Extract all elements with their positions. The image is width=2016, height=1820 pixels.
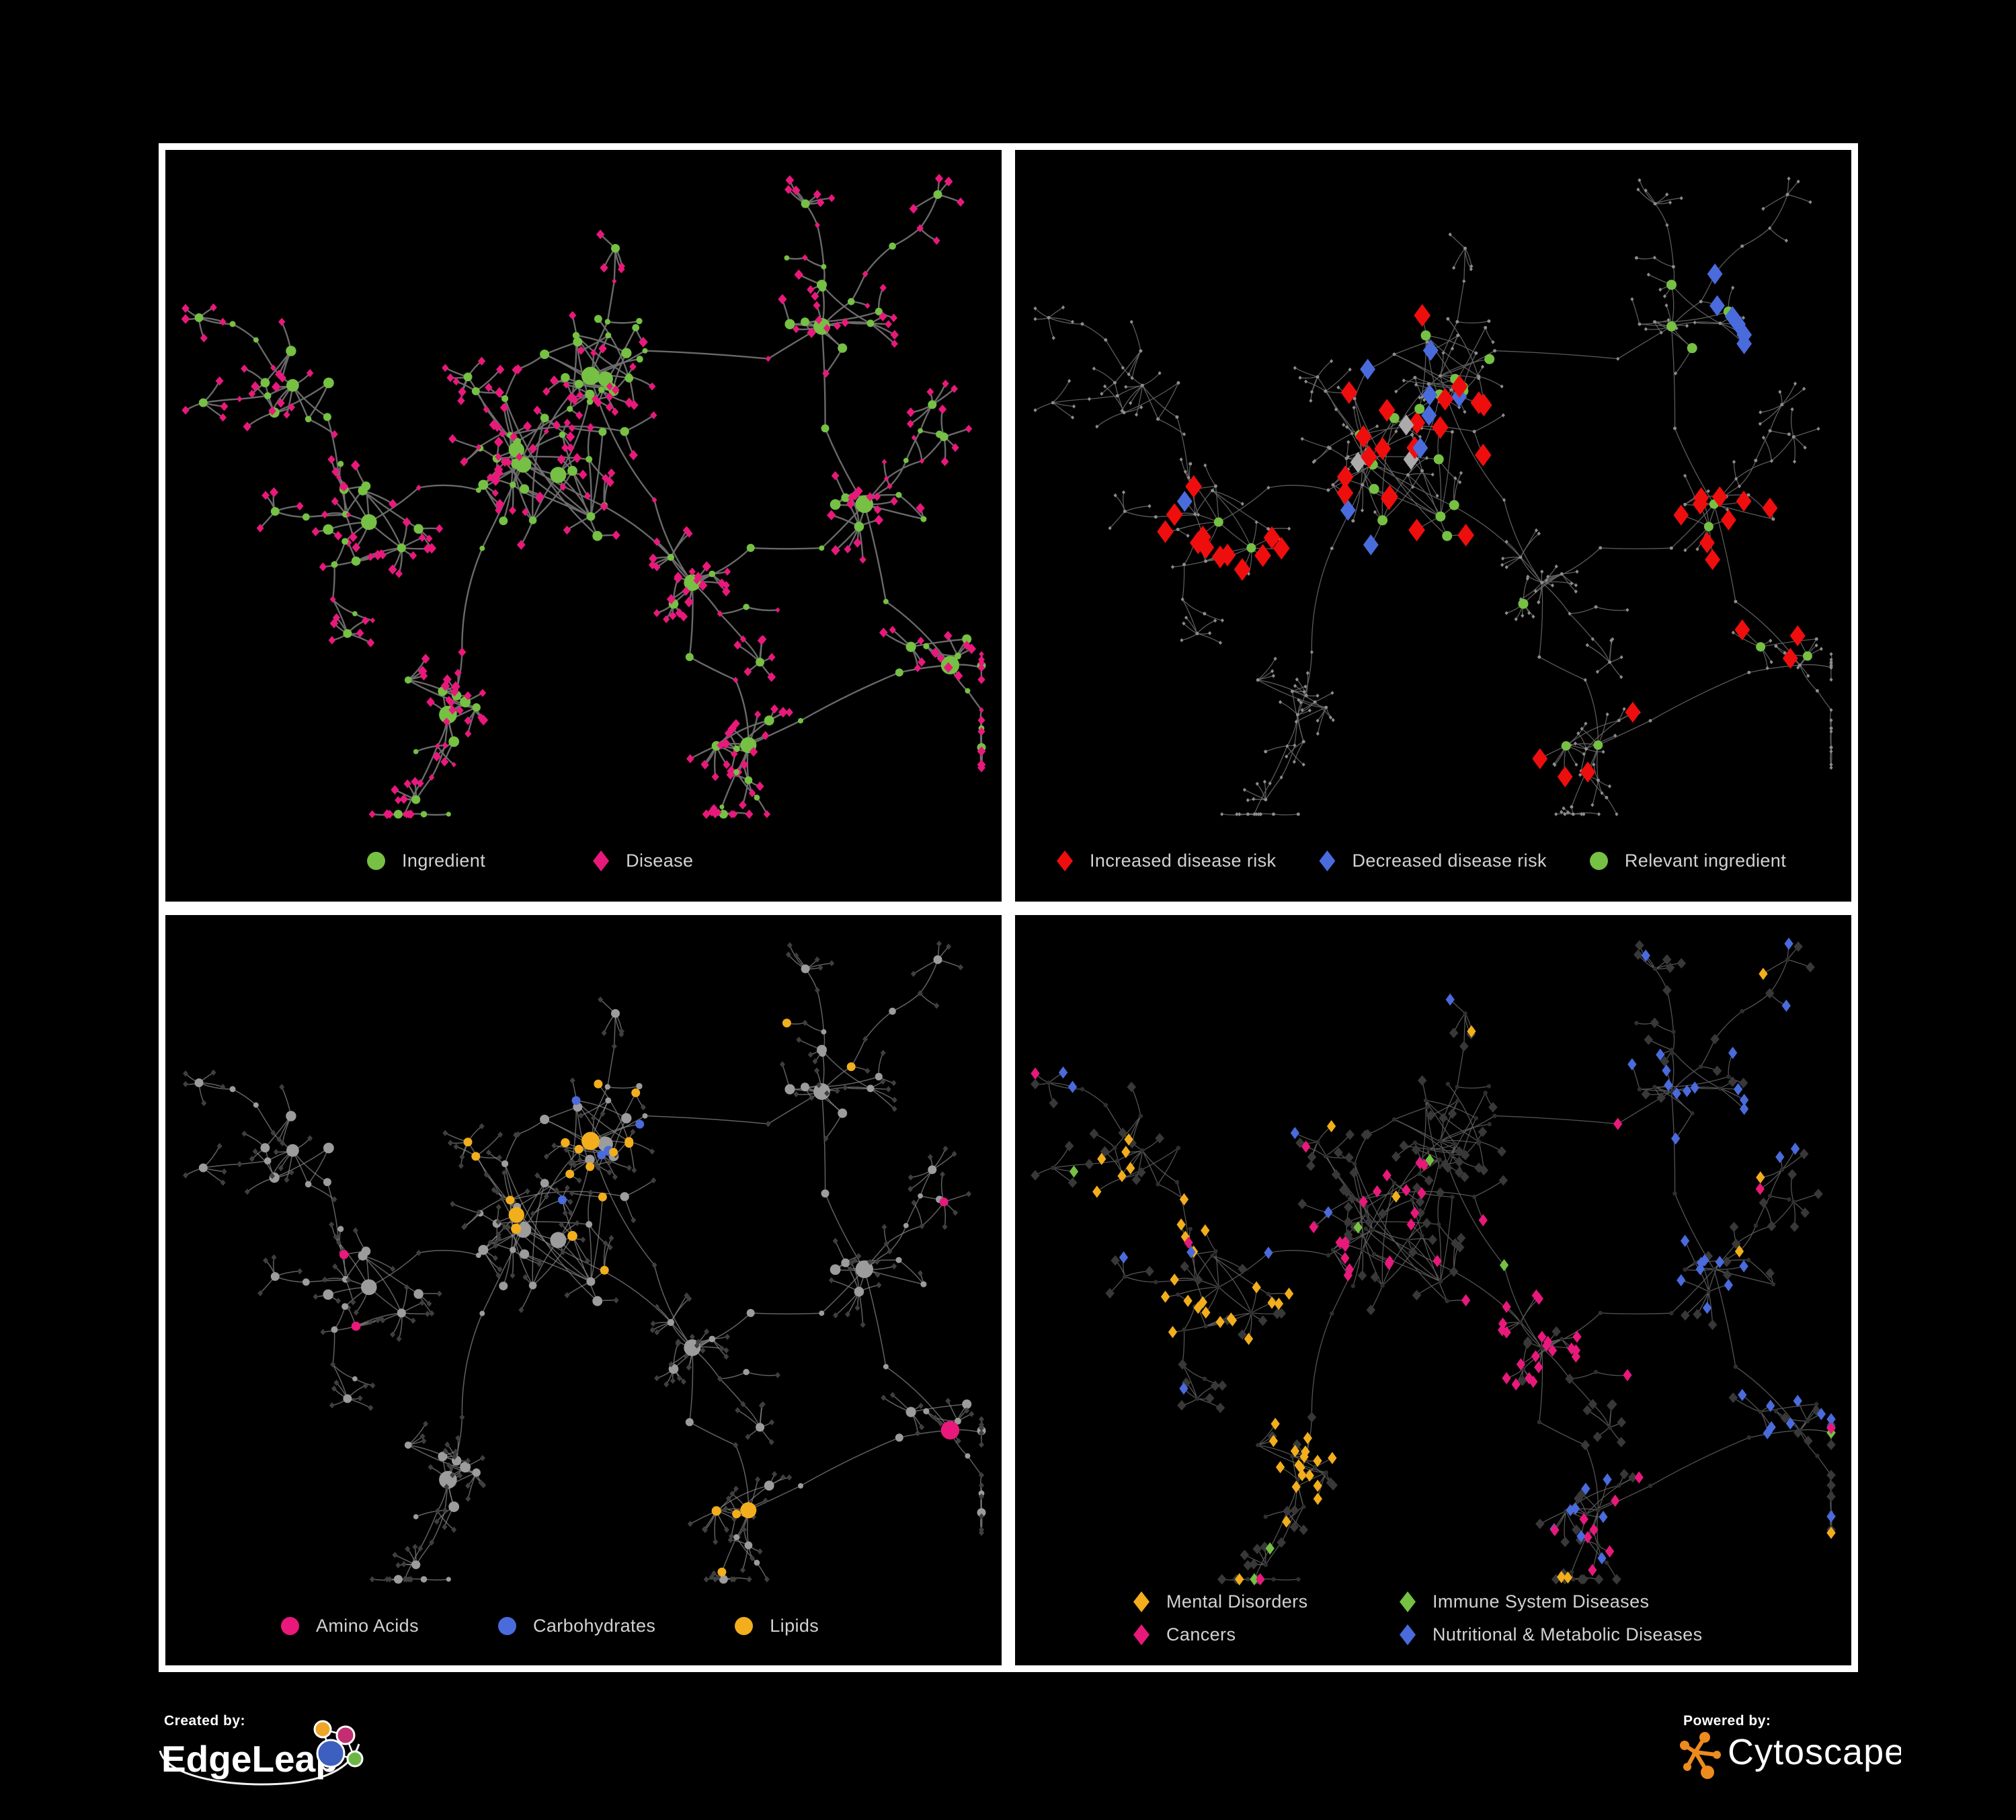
panel-ingredient-disease: Ingredient Disease bbox=[159, 143, 1008, 908]
legend-item: Lipids bbox=[735, 1616, 819, 1636]
legend-item: Disease bbox=[593, 850, 693, 871]
legend-label: Decreased disease risk bbox=[1352, 850, 1547, 871]
legend-label: Amino Acids bbox=[316, 1616, 419, 1636]
carbohydrates-circle-icon bbox=[497, 1617, 516, 1635]
legend-item: Carbohydrates bbox=[497, 1616, 656, 1636]
legend-label: Increased disease risk bbox=[1090, 850, 1277, 871]
legend-label: Relevant ingredient bbox=[1624, 850, 1787, 871]
legend-disease-risk: Increased disease risk Decreased disease… bbox=[1057, 850, 1786, 871]
cancers-diamond-icon bbox=[1133, 1624, 1150, 1645]
relevant-ingredient-circle-icon bbox=[1589, 852, 1608, 870]
cytoscape-logo: Powered by: Cytoscape bbox=[1680, 1713, 1904, 1779]
legend-item: Ingredient bbox=[367, 850, 485, 871]
edgeleap-logo: Created by: EdgeLeap bbox=[159, 1713, 364, 1786]
mental-disorders-diamond-icon bbox=[1133, 1591, 1150, 1612]
legend-label: Mental Disorders bbox=[1166, 1591, 1308, 1612]
legend-nutrient-classes: Amino Acids Carbohydrates Lipids bbox=[281, 1616, 819, 1636]
decreased-risk-diamond-icon bbox=[1319, 850, 1336, 871]
edgeleap-wordmark: EdgeLeap bbox=[161, 1738, 338, 1780]
legend-item: Cancers bbox=[1133, 1624, 1400, 1645]
edgeleap-swoosh bbox=[159, 1743, 360, 1786]
legend-item: Mental Disorders bbox=[1133, 1591, 1400, 1612]
nutritional-metabolic-diseases-diamond-icon bbox=[1400, 1624, 1416, 1645]
network-graph-disease-categories bbox=[1015, 915, 1851, 1665]
cytoscape-icon bbox=[1680, 1732, 1721, 1779]
legend-item: Immune System Diseases bbox=[1400, 1591, 1702, 1612]
cytoscape-credit: Powered by: Cytoscape bbox=[1666, 1708, 1904, 1798]
legend-label: Carbohydrates bbox=[532, 1616, 656, 1636]
cytoscape-wordmark: Cytoscape bbox=[1728, 1732, 1901, 1772]
legend-label: Lipids bbox=[770, 1616, 819, 1636]
legend-disease-categories: Mental Disorders Immune System Diseases … bbox=[1133, 1591, 1702, 1645]
network-graph-ingredient-disease bbox=[165, 150, 1002, 902]
lipids-circle-icon bbox=[735, 1617, 754, 1635]
edgeleap-credit: Created by: EdgeLeap bbox=[153, 1706, 375, 1804]
powered-by-label: Powered by: bbox=[1683, 1713, 1771, 1729]
legend-item: Amino Acids bbox=[281, 1616, 419, 1636]
panel-disease-risk: Increased disease risk Decreased disease… bbox=[1008, 143, 1858, 908]
amino-acids-circle-icon bbox=[281, 1617, 299, 1635]
created-by-label: Created by: bbox=[164, 1713, 245, 1729]
ingredient-circle-icon bbox=[367, 852, 385, 870]
legend-item: Nutritional & Metabolic Diseases bbox=[1400, 1624, 1702, 1645]
legend-label: Cancers bbox=[1166, 1624, 1236, 1645]
legend-label: Nutritional & Metabolic Diseases bbox=[1433, 1624, 1703, 1645]
edgeleap-network-icon bbox=[313, 1720, 364, 1768]
legend-item: Increased disease risk bbox=[1057, 850, 1276, 871]
immune-system-diseases-diamond-icon bbox=[1400, 1591, 1416, 1612]
increased-risk-diamond-icon bbox=[1057, 850, 1073, 871]
legend-label: Disease bbox=[626, 850, 694, 871]
legend-label: Immune System Diseases bbox=[1433, 1591, 1650, 1612]
legend-ingredient-disease: Ingredient Disease bbox=[367, 850, 693, 871]
legend-item: Relevant ingredient bbox=[1589, 850, 1787, 871]
disease-diamond-icon bbox=[593, 850, 610, 871]
legend-label: Ingredient bbox=[402, 850, 486, 871]
legend-item: Decreased disease risk bbox=[1319, 850, 1546, 871]
network-graph-disease-risk bbox=[1015, 150, 1851, 902]
panel-disease-categories: Mental Disorders Immune System Diseases … bbox=[1008, 908, 1858, 1672]
network-graph-nutrient-classes bbox=[165, 915, 1002, 1665]
panel-nutrient-classes: Amino Acids Carbohydrates Lipids bbox=[159, 908, 1008, 1672]
